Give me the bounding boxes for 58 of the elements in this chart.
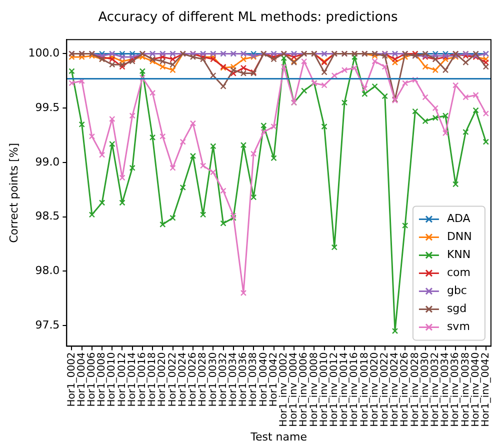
x-tick-label: Hor1_0014 xyxy=(126,352,138,407)
x-tick-label: Hor1_inv_0008 xyxy=(308,352,320,427)
x-tick-label: Hor1_0036 xyxy=(238,352,250,407)
x-tick-label: Hor1_0040 xyxy=(258,352,270,407)
x-tick-label: Hor1_0034 xyxy=(228,352,239,407)
chart-title: Accuracy of different ML methods: predictions xyxy=(98,10,398,26)
x-tick-label: Hor1_inv_0028 xyxy=(410,352,421,427)
legend-label: svm xyxy=(446,320,470,334)
y-tick-label: 97.5 xyxy=(35,318,60,332)
x-tick-label: Hor1_inv_0012 xyxy=(328,352,340,427)
x-tick-label: Hor1_0020 xyxy=(157,352,168,407)
x-tick-label: Hor1_inv_0010 xyxy=(318,352,330,427)
x-tick-label: Hor1_0028 xyxy=(198,352,209,407)
x-tick-label: Hor1_inv_0034 xyxy=(440,352,452,427)
x-tick-label: Hor1_0042 xyxy=(268,352,280,407)
x-tick-label: Hor1_0018 xyxy=(147,352,158,407)
y-tick-label: 99.5 xyxy=(35,100,60,114)
legend-label: KNN xyxy=(446,248,471,262)
y-axis-title: Correct points [%] xyxy=(7,142,20,243)
legend-label: ADA xyxy=(446,212,471,226)
x-tick-label: Hor1_inv_0014 xyxy=(339,352,350,427)
x-tick-label: Hor1_0016 xyxy=(137,352,148,407)
y-tick-label: 98.0 xyxy=(35,264,60,278)
x-tick-label: Hor1_inv_0006 xyxy=(298,352,310,427)
legend-label: gbc xyxy=(446,284,467,298)
x-tick-label: Hor1_0022 xyxy=(167,352,178,407)
legend-label: com xyxy=(446,266,470,280)
legend-label: sgd xyxy=(446,302,467,316)
x-tick-label: Hor1_0010 xyxy=(106,352,118,407)
x-tick-label: Hor1_inv_0036 xyxy=(450,352,462,427)
x-axis-title: Test name xyxy=(250,430,308,444)
x-tick-label: Hor1_inv_0020 xyxy=(369,352,380,427)
legend-label: DNN xyxy=(446,230,472,244)
x-tick-label: Hor1_inv_0018 xyxy=(359,352,370,427)
x-tick-label: Hor1_0012 xyxy=(116,352,128,407)
x-tick-label: Hor1_inv_0030 xyxy=(420,352,431,427)
x-tick-label: Hor1_inv_0038 xyxy=(460,352,472,427)
x-tick-label: Hor1_inv_0032 xyxy=(430,352,441,427)
x-tick-label: Hor1_inv_0002 xyxy=(278,352,290,427)
y-tick-label: 99.0 xyxy=(35,155,60,168)
x-tick-label: Hor1_0038 xyxy=(248,352,260,407)
x-tick-label: Hor1_0004 xyxy=(76,352,88,407)
x-tick-label: Hor1_0026 xyxy=(188,352,199,407)
x-tick-label: Hor1_0006 xyxy=(86,352,98,407)
y-tick-label: 100.0 xyxy=(28,46,60,60)
x-tick-label: Hor1_0032 xyxy=(218,352,229,407)
x-tick-label: Hor1_0008 xyxy=(96,352,108,407)
x-tick-label: Hor1_0024 xyxy=(177,352,188,407)
x-tick-label: Hor1_0002 xyxy=(66,352,78,407)
x-tick-label: Hor1_inv_0004 xyxy=(288,352,300,427)
x-tick-label: Hor1_inv_0026 xyxy=(400,352,411,427)
x-tick-label: Hor1_inv_0016 xyxy=(349,352,360,427)
x-tick-label: Hor1_inv_0024 xyxy=(390,352,401,427)
x-tick-label: Hor1_inv_0022 xyxy=(379,352,390,427)
x-tick-label: Hor1_inv_0040 xyxy=(470,352,482,427)
x-tick-label: Hor1_inv_0042 xyxy=(480,352,492,427)
x-tick-label: Hor1_0030 xyxy=(208,352,219,407)
y-tick-label: 98.5 xyxy=(35,210,60,223)
